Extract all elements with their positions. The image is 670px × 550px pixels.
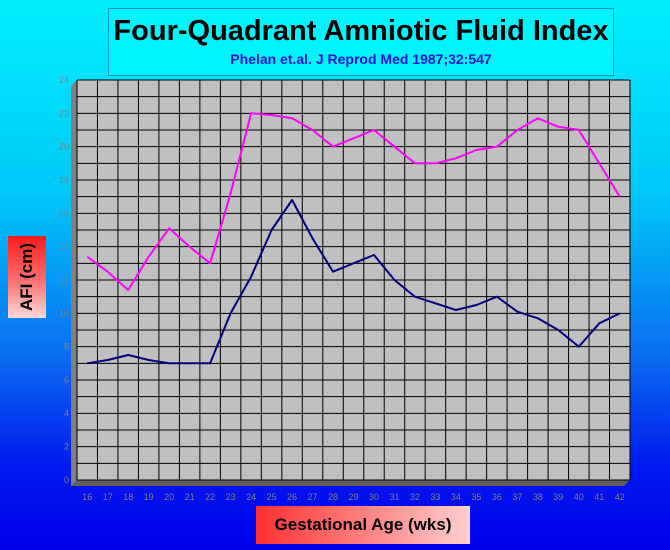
y-tick-label: 16 (59, 208, 69, 218)
plot-depth-wall (71, 80, 77, 486)
y-tick-label: 4 (64, 408, 69, 418)
y-tick-label: 2 (64, 442, 69, 452)
series-line-2 (87, 199, 621, 365)
x-tick-label: 33 (430, 492, 440, 502)
x-tick-label: 23 (226, 492, 236, 502)
y-tick-label: 18 (59, 175, 69, 185)
x-tick-label: 42 (615, 492, 625, 502)
y-tick-label: 0 (64, 475, 69, 485)
x-tick-label: 24 (246, 492, 256, 502)
title-box: Four-Quadrant Amniotic Fluid Index Phela… (108, 8, 614, 76)
x-tick-label: 18 (123, 492, 133, 502)
x-tick-label: 21 (185, 492, 195, 502)
x-tick-label: 30 (369, 492, 379, 502)
x-tick-label: 34 (451, 492, 461, 502)
y-axis-label-box: AFI (cm) (8, 236, 46, 318)
x-tick-label: 38 (533, 492, 543, 502)
series-line-1 (86, 112, 621, 291)
x-tick-label: 26 (287, 492, 297, 502)
y-tick-label: 6 (64, 375, 69, 385)
y-axis-label: AFI (cm) (17, 243, 36, 311)
y-tick-label: 8 (64, 342, 69, 352)
y-tick-label: 22 (59, 108, 69, 118)
y-tick-label: 10 (59, 308, 69, 318)
y-tick-label: 12 (59, 275, 69, 285)
x-tick-label: 37 (512, 492, 522, 502)
x-tick-label: 27 (308, 492, 318, 502)
x-tick-label: 35 (471, 492, 481, 502)
x-tick-label: 31 (389, 492, 399, 502)
y-tick-label: 20 (59, 142, 69, 152)
x-tick-label: 41 (594, 492, 604, 502)
y-tick-label: 24 (59, 75, 69, 85)
plot-depth-floor (71, 480, 630, 486)
x-tick-label: 20 (164, 492, 174, 502)
x-tick-label: 39 (553, 492, 563, 502)
x-tick-label: 19 (144, 492, 154, 502)
x-tick-label: 36 (492, 492, 502, 502)
x-tick-label: 32 (410, 492, 420, 502)
x-tick-label: 40 (574, 492, 584, 502)
chart-subtitle: Phelan et.al. J Reprod Med 1987;32:547 (230, 51, 492, 67)
x-tick-label: 29 (348, 492, 358, 502)
chart-title: Four-Quadrant Amniotic Fluid Index (113, 15, 609, 47)
x-tick-label: 25 (267, 492, 277, 502)
x-axis-label: Gestational Age (wks) (274, 515, 452, 534)
x-tick-label: 22 (205, 492, 215, 502)
x-tick-label: 16 (82, 492, 92, 502)
x-axis-label-box: Gestational Age (wks) (256, 506, 470, 544)
y-tick-label: 14 (59, 242, 69, 252)
x-tick-label: 17 (103, 492, 113, 502)
x-tick-label: 28 (328, 492, 338, 502)
